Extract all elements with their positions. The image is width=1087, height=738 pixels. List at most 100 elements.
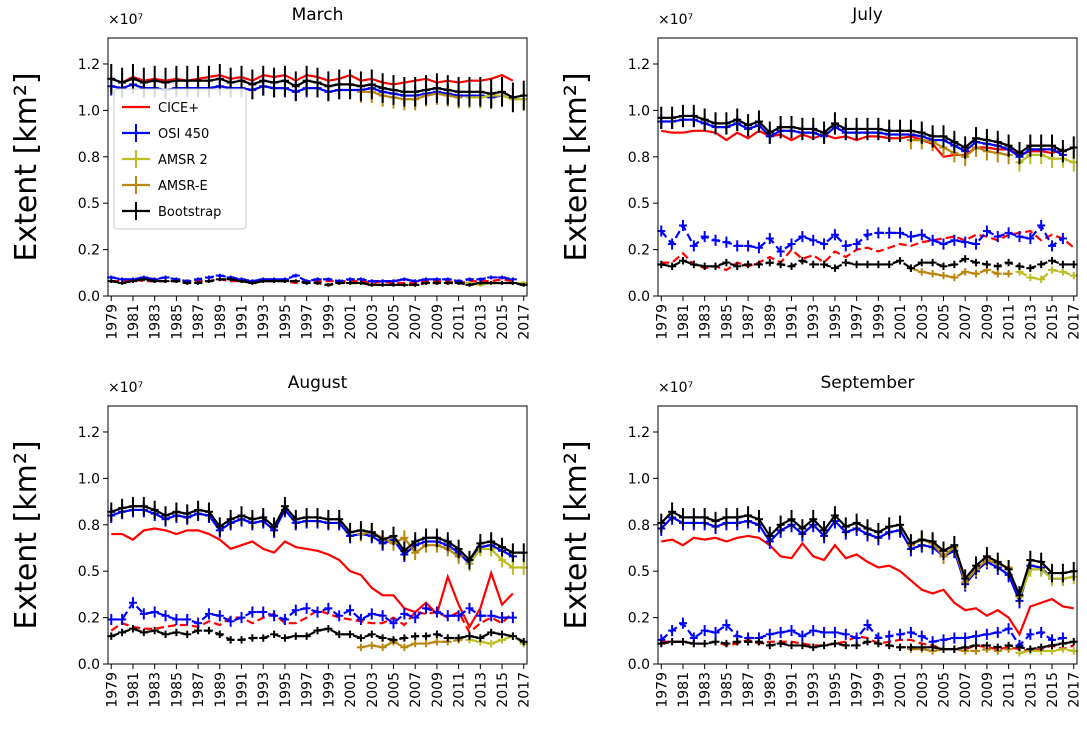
x-tick-label: 1979 [654, 672, 670, 708]
series-line [111, 527, 514, 630]
series-line [661, 129, 1064, 158]
x-tick-label: 1997 [300, 304, 316, 340]
x-tick-label: 2003 [915, 672, 931, 708]
plot-frame [657, 37, 1078, 297]
series-line [360, 90, 459, 101]
x-tick-label: 2011 [452, 672, 468, 708]
x-tick-label: 2005 [386, 672, 402, 708]
axis-offset: ×10⁷ [108, 380, 143, 396]
x-tick-label: 1985 [169, 304, 185, 340]
x-tick-label: 1981 [126, 672, 142, 708]
x-tick-label: 1999 [871, 304, 887, 340]
x-tick-label: 1991 [785, 304, 801, 340]
x-tick-label: 1983 [698, 672, 714, 708]
panel: July ×10⁷ Extent [km²] 0.0 0.2 0.5 0.8 1.0 1.2 19… [559, 5, 1083, 340]
y-tick-label: 0.5 [78, 196, 100, 212]
series-line [910, 267, 1009, 279]
x-tick-label: 1997 [850, 672, 866, 708]
x-tick-label: 2011 [452, 304, 468, 340]
axis-offset: ×10⁷ [658, 380, 693, 396]
y-tick-label: 0.8 [628, 150, 650, 166]
y-tick-label: 1.0 [78, 103, 100, 119]
x-tick-label: 2013 [1023, 304, 1039, 340]
x-tick-label: 1995 [278, 304, 294, 340]
y-tick-label: 0.8 [78, 150, 100, 166]
y-tick-label: 0.0 [628, 657, 650, 673]
x-tick-label: 1997 [300, 672, 316, 708]
y-tick-label: 0.2 [628, 611, 650, 627]
x-tick-label: 1995 [828, 672, 844, 708]
y-tick-label: 0.5 [78, 564, 100, 580]
x-tick-label: 2009 [980, 304, 996, 340]
panel-title: September [821, 373, 915, 393]
y-tick-label: 1.0 [628, 471, 650, 487]
y-tick-label: 0.8 [78, 518, 100, 534]
x-tick-label: 1985 [719, 672, 735, 708]
panel: March ×10⁷ Extent [km²] 0.0 0.2 0.5 0.8 1.0 1.2 1… [9, 5, 533, 340]
x-tick-label: 1991 [235, 304, 251, 340]
x-tick-label: 1989 [763, 304, 779, 340]
series-line [1019, 648, 1074, 654]
y-tick-label: 0.5 [628, 196, 650, 212]
y-axis-label: Extent [km²] [9, 72, 44, 261]
x-tick-label: 1991 [785, 672, 801, 708]
x-tick-label: 1995 [828, 304, 844, 340]
x-tick-label: 1979 [104, 672, 120, 708]
legend-label: AMSR 2 [158, 153, 208, 168]
x-tick-label: 2001 [343, 672, 359, 708]
axis-offset: ×10⁷ [658, 12, 693, 28]
x-tick-label: 1999 [321, 304, 337, 340]
x-tick-label: 2015 [495, 672, 511, 708]
series-line [910, 648, 1009, 653]
plot-area [108, 406, 527, 664]
panel-title: July [851, 5, 883, 25]
x-tick-label: 1981 [676, 304, 692, 340]
x-tick-label: 1985 [169, 672, 185, 708]
x-tick-label: 2003 [915, 304, 931, 340]
x-tick-label: 1987 [741, 672, 757, 708]
series-line [910, 138, 1009, 159]
legend: CICE+ OSI 450 AMSR 2 AMSR-E Bootstrap [113, 88, 247, 230]
y-axis-label: Extent [km²] [559, 72, 594, 261]
y-tick-label: 1.2 [628, 425, 650, 441]
x-tick-label: 2007 [958, 672, 974, 708]
x-tick-label: 1989 [213, 672, 229, 708]
x-tick-label: 2001 [893, 672, 909, 708]
legend-label: Bootstrap [158, 205, 221, 220]
x-tick-label: 2007 [958, 304, 974, 340]
y-tick-label: 1.2 [78, 57, 100, 73]
x-tick-label: 2001 [893, 304, 909, 340]
y-tick-label: 1.2 [628, 57, 650, 73]
y-tick-label: 0.0 [78, 289, 100, 305]
y-axis-label: Extent [km²] [559, 440, 594, 629]
y-tick-label: 0.2 [78, 611, 100, 627]
x-tick-label: 2017 [1067, 672, 1083, 708]
x-tick-label: 1999 [321, 672, 337, 708]
y-tick-label: 1.2 [78, 425, 100, 441]
plot-area [658, 38, 1077, 296]
x-tick-label: 1979 [654, 304, 670, 340]
x-tick-label: 1993 [256, 672, 272, 708]
series-line [661, 534, 1074, 637]
x-tick-label: 1985 [719, 304, 735, 340]
x-tick-label: 1993 [806, 304, 822, 340]
x-tick-label: 2015 [495, 304, 511, 340]
x-tick-label: 2007 [408, 304, 424, 340]
panel-title: August [288, 373, 348, 393]
x-tick-label: 2013 [473, 672, 489, 708]
x-tick-label: 2015 [1045, 672, 1061, 708]
x-tick-label: 2005 [936, 672, 952, 708]
x-tick-label: 2011 [1002, 304, 1018, 340]
x-tick-label: 2011 [1002, 672, 1018, 708]
x-tick-label: 1999 [871, 672, 887, 708]
x-tick-label: 2017 [517, 672, 533, 708]
x-tick-label: 1991 [235, 672, 251, 708]
series-line [661, 635, 1075, 653]
x-tick-label: 1993 [806, 672, 822, 708]
x-tick-label: 1987 [191, 304, 207, 340]
x-tick-label: 2001 [343, 304, 359, 340]
x-tick-label: 2017 [517, 304, 533, 340]
x-tick-label: 1983 [698, 304, 714, 340]
y-axis-label: Extent [km²] [9, 440, 44, 629]
x-tick-label: 2003 [365, 304, 381, 340]
